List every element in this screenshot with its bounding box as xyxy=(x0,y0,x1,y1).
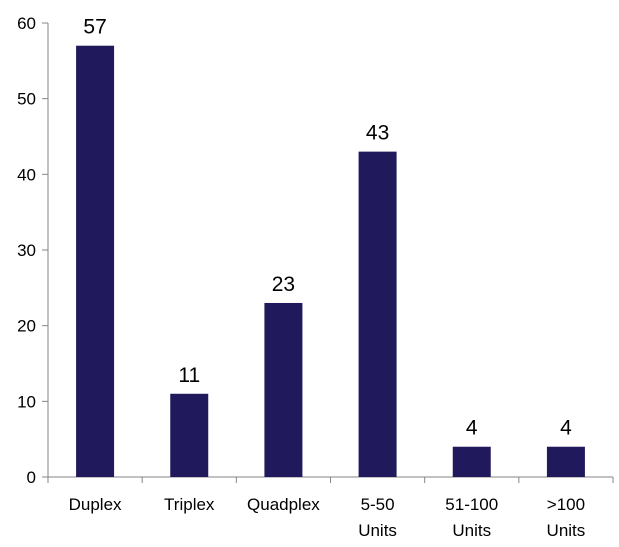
data-label: 4 xyxy=(466,417,478,440)
category-label: Quadplex xyxy=(247,495,320,514)
data-label: 23 xyxy=(272,273,295,296)
y-tick-labels: 0 10 20 30 40 50 60 xyxy=(17,14,36,487)
bar xyxy=(358,151,397,477)
y-tick-label: 60 xyxy=(17,14,36,33)
category-label: >100 Units xyxy=(547,495,586,540)
chart-axes xyxy=(42,22,614,483)
y-tick-label: 30 xyxy=(17,241,36,260)
y-tick-label: 20 xyxy=(17,317,36,336)
category-label: Triplex xyxy=(164,495,215,514)
data-labels: 57 11 23 43 4 4 xyxy=(83,16,572,440)
y-tick-label: 50 xyxy=(17,90,36,109)
bar xyxy=(170,393,209,477)
category-labels: Duplex Triplex Quadplex 5-50 Units 51-100 Unit… xyxy=(69,495,586,540)
data-label: 4 xyxy=(560,417,572,440)
data-label: 43 xyxy=(366,122,389,145)
bar-series xyxy=(76,45,585,477)
y-tick-label: 10 xyxy=(17,392,36,411)
bar xyxy=(452,446,491,477)
bar xyxy=(264,302,303,477)
y-tick-label: 0 xyxy=(27,468,36,487)
category-label: Duplex xyxy=(69,495,122,514)
category-label: 51-100 Units xyxy=(445,495,498,540)
bar xyxy=(546,446,585,477)
category-label: 5-50 Units xyxy=(358,495,397,540)
bar xyxy=(76,45,115,477)
data-label: 11 xyxy=(178,364,200,387)
data-label: 57 xyxy=(83,16,106,39)
y-tick-label: 40 xyxy=(17,165,36,184)
